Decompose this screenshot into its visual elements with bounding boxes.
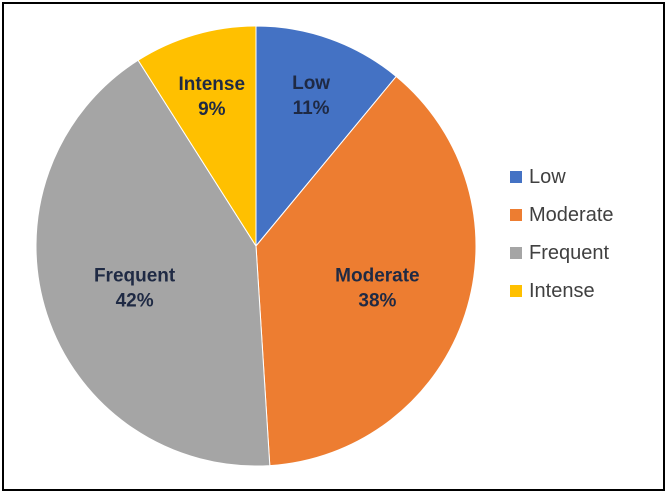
pie-slice-intense bbox=[137, 25, 257, 248]
data-label-category: Moderate bbox=[335, 265, 419, 286]
pie-slices bbox=[35, 25, 477, 467]
data-label-frequent: Frequent 42% bbox=[94, 265, 176, 311]
data-label-low: Low 11% bbox=[292, 73, 330, 119]
data-label-intense: Intense 9% bbox=[179, 74, 246, 120]
legend-swatch bbox=[510, 171, 522, 183]
pie-data-labels: Low 11% Moderate 38% Frequent 42% Intense 9% bbox=[94, 73, 420, 312]
data-label-value: 42% bbox=[116, 290, 154, 311]
legend-swatch bbox=[510, 285, 522, 297]
data-label-category: Frequent bbox=[94, 265, 176, 286]
data-label-value: 38% bbox=[358, 290, 396, 311]
pie-slice-low bbox=[255, 25, 397, 248]
data-label-moderate: Moderate 38% bbox=[335, 265, 419, 311]
legend-item-frequent: Frequent bbox=[510, 234, 614, 272]
legend-swatch bbox=[510, 209, 522, 221]
legend-label: Moderate bbox=[529, 203, 614, 226]
legend-item-low: Low bbox=[510, 158, 614, 196]
legend-item-moderate: Moderate bbox=[510, 196, 614, 234]
pie-slice-moderate bbox=[255, 75, 477, 467]
legend-swatch bbox=[510, 247, 522, 259]
data-label-category: Low bbox=[292, 73, 330, 94]
legend-label: Low bbox=[529, 165, 566, 188]
data-label-value: 9% bbox=[198, 99, 226, 120]
legend-item-intense: Intense bbox=[510, 272, 614, 310]
pie-slice-frequent bbox=[35, 59, 271, 467]
chart-legend: Low Moderate Frequent Intense bbox=[510, 158, 614, 310]
data-label-value: 11% bbox=[293, 98, 330, 119]
legend-label: Intense bbox=[529, 279, 595, 302]
legend-label: Frequent bbox=[529, 241, 610, 264]
data-label-category: Intense bbox=[179, 74, 246, 95]
